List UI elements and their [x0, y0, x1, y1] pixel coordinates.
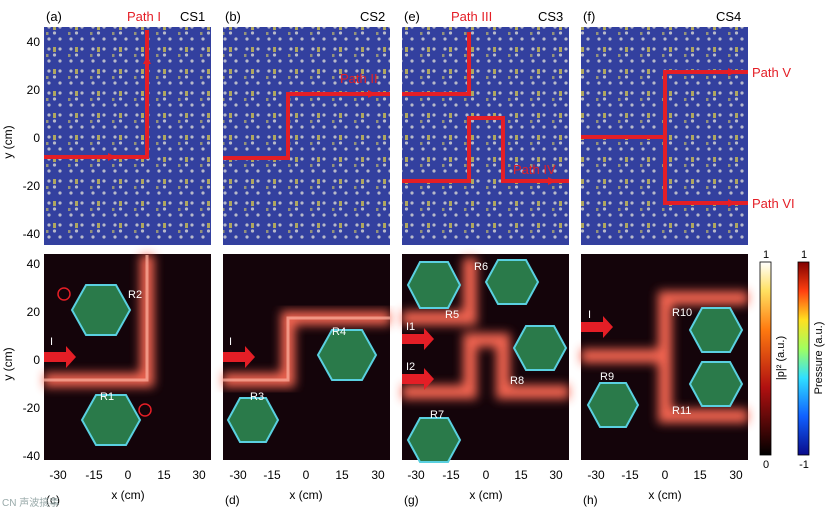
x-tick-g-1: -30 — [407, 468, 425, 482]
x-tick-g-3: 0 — [483, 468, 490, 482]
y-tick-top-m40: -40 — [23, 227, 41, 241]
path-iv-line — [402, 116, 569, 183]
x-tick-d-5: 30 — [371, 468, 385, 482]
path-ii-line — [223, 92, 390, 160]
x-tick-c-4: 15 — [157, 468, 171, 482]
y-tick-bot-40: 40 — [27, 257, 41, 271]
path-v-label: Path V — [752, 65, 791, 80]
panel-a-cs: CS1 — [180, 9, 205, 24]
x-axis-label-g: x (cm) — [469, 488, 502, 502]
x-axis-label-d: x (cm) — [289, 488, 322, 502]
panel-b-cs: CS2 — [360, 9, 385, 24]
watermark: CN 声波搞事 — [2, 496, 59, 509]
r8-label: R8 — [510, 375, 524, 387]
r6-label: R6 — [474, 261, 488, 273]
x-tick-d-1: -30 — [229, 468, 247, 482]
panel-f-label: (f) — [583, 9, 595, 24]
source-i-h: I — [588, 309, 591, 321]
colorbar-pressure — [797, 261, 810, 456]
y-tick-bot-20: 20 — [27, 305, 41, 319]
x-tick-h-2: -15 — [621, 468, 639, 482]
path-i-label: Path I — [127, 9, 161, 24]
colorbar-pressure-max: 1 — [801, 249, 807, 261]
panel-b-label: (b) — [225, 9, 241, 24]
y-tick-bot-0: 0 — [33, 353, 40, 367]
r5-label: R5 — [445, 309, 459, 321]
y-tick-top-40: 40 — [27, 35, 41, 49]
source-i1-g: I1 — [406, 321, 415, 333]
path-iv-label: Path IV — [513, 162, 556, 177]
panel-b — [223, 27, 390, 245]
colorbar-pressure-label: Pressure (a.u.) — [813, 322, 825, 395]
path-iii-label: Path III — [451, 9, 492, 24]
panel-e-cs: CS3 — [538, 9, 563, 24]
y-tick-top-0: 0 — [33, 131, 40, 145]
y-axis-label-top: y (cm) — [1, 125, 15, 158]
colorbar-intensity-max: 1 — [763, 249, 769, 261]
x-tick-g-5: 30 — [549, 468, 563, 482]
source-i2-g: I2 — [406, 361, 415, 373]
x-tick-h-1: -30 — [587, 468, 605, 482]
panel-h-label: (h) — [583, 493, 598, 507]
panel-g — [402, 254, 569, 463]
r4-label: R4 — [332, 326, 346, 338]
r7-label: R7 — [430, 409, 444, 421]
panel-e — [402, 27, 569, 245]
panel-e-label: (e) — [404, 9, 420, 24]
r10-label: R10 — [672, 307, 692, 319]
x-tick-d-2: -15 — [263, 468, 281, 482]
colorbar-intensity-min: 0 — [763, 459, 769, 471]
panel-c — [44, 254, 211, 460]
x-tick-g-2: -15 — [442, 468, 460, 482]
path-iii-line — [402, 32, 471, 96]
x-tick-c-2: -15 — [85, 468, 103, 482]
source-i-c: I — [50, 336, 53, 348]
x-tick-c-1: -30 — [49, 468, 67, 482]
r3-label: R3 — [250, 391, 264, 403]
x-tick-c-5: 30 — [192, 468, 206, 482]
colorbar-intensity-label: |p|² (a.u.) — [775, 336, 787, 380]
panel-f — [581, 27, 748, 245]
panel-c-label: (c) — [46, 493, 60, 507]
y-axis-label-bottom: y (cm) — [1, 347, 15, 380]
source-i-d: I — [229, 336, 232, 348]
panel-h — [581, 254, 748, 460]
x-tick-h-5: 30 — [729, 468, 743, 482]
x-tick-d-4: 15 — [335, 468, 349, 482]
panel-g-label: (g) — [404, 493, 419, 507]
path-v-line — [581, 70, 748, 139]
r2-label: R2 — [128, 289, 142, 301]
r1-label: R1 — [100, 391, 114, 403]
panel-d — [223, 254, 390, 460]
panel-a-label: (a) — [46, 9, 62, 24]
x-tick-c-3: 0 — [125, 468, 132, 482]
colorbar-intensity — [759, 261, 772, 456]
x-tick-g-4: 15 — [514, 468, 528, 482]
path-ii-label: Path II — [340, 71, 378, 86]
r11-label: R11 — [672, 405, 691, 417]
panel-f-cs: CS4 — [716, 9, 741, 24]
y-tick-top-m20: -20 — [23, 179, 41, 193]
x-axis-label-h: x (cm) — [648, 488, 681, 502]
y-tick-bot-m20: -20 — [23, 401, 41, 415]
panel-d-label: (d) — [225, 493, 240, 507]
r9-label: R9 — [600, 371, 614, 383]
x-tick-h-4: 15 — [693, 468, 707, 482]
x-tick-h-3: 0 — [662, 468, 669, 482]
x-tick-d-3: 0 — [303, 468, 310, 482]
panel-a — [44, 27, 211, 245]
path-i-line — [44, 30, 149, 159]
path-vi-label: Path VI — [752, 196, 795, 211]
x-axis-label-c: x (cm) — [111, 488, 144, 502]
colorbar-pressure-min: -1 — [799, 459, 809, 471]
y-tick-bot-m40: -40 — [23, 449, 41, 463]
y-tick-top-20: 20 — [27, 83, 41, 97]
